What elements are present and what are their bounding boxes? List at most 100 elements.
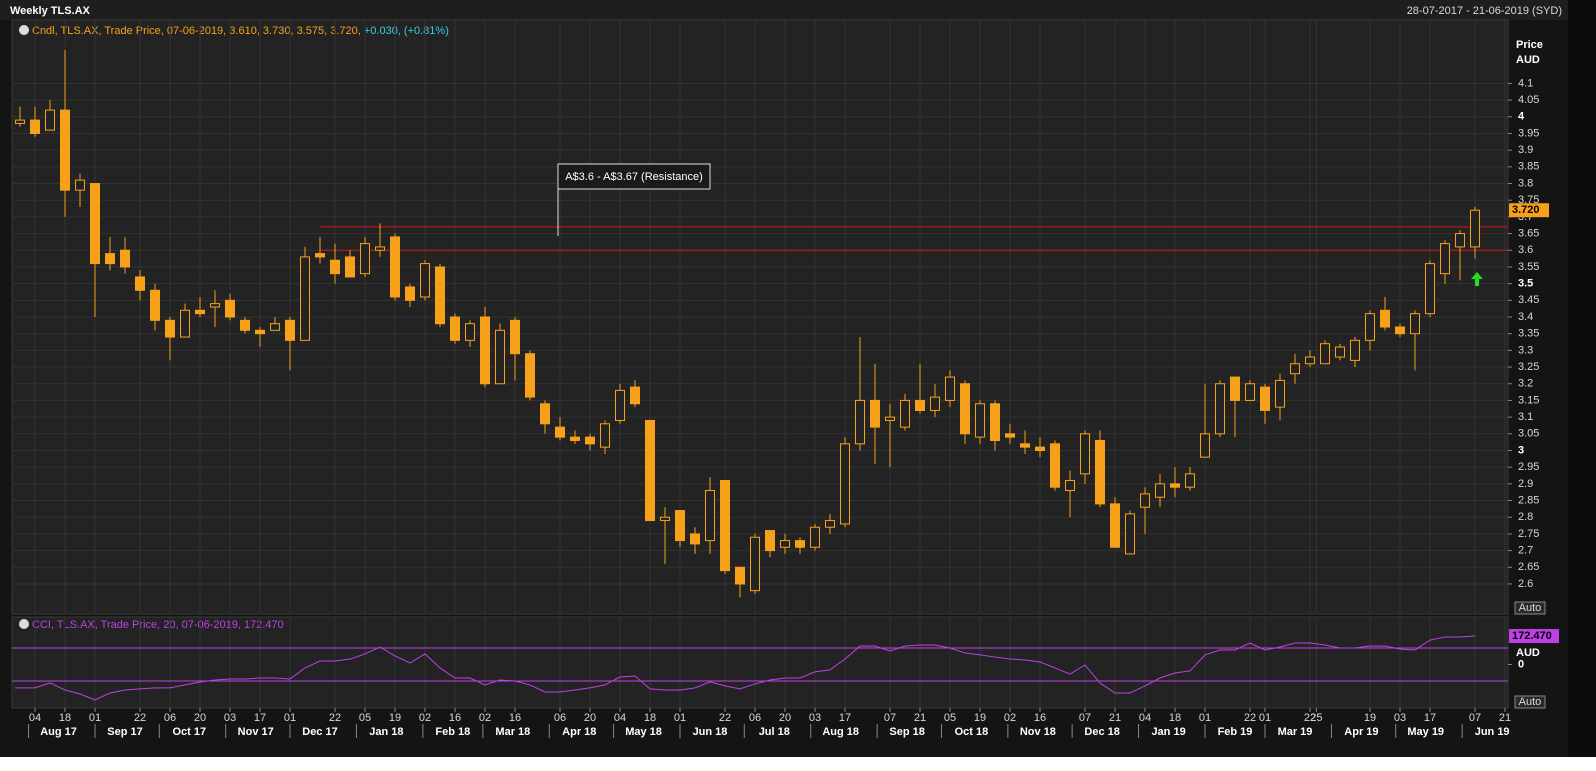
candle-body bbox=[630, 386, 640, 405]
x-tick-label: 02 bbox=[1004, 712, 1016, 724]
x-tick-label: 04 bbox=[614, 712, 626, 724]
x-tick-label: 21 bbox=[914, 712, 926, 724]
x-tick-label: 22 bbox=[134, 712, 146, 724]
y-tick-label: 3.75 bbox=[1518, 194, 1539, 206]
candle-body bbox=[525, 353, 535, 398]
candle-body bbox=[1035, 446, 1045, 451]
month-label: Feb 18 bbox=[435, 726, 470, 738]
y-tick-label: 3.15 bbox=[1518, 394, 1539, 406]
auto-label[interactable]: Auto bbox=[1519, 602, 1542, 614]
y-tick-label: 3.05 bbox=[1518, 428, 1539, 440]
last-price-box bbox=[1509, 203, 1549, 218]
candle-body bbox=[1020, 443, 1030, 448]
candle-body bbox=[825, 520, 835, 528]
x-tick-label: 07 bbox=[1469, 712, 1481, 724]
month-label: Jan 18 bbox=[369, 726, 403, 738]
month-label: Aug 17 bbox=[40, 726, 77, 738]
y-axis-label: Price bbox=[1516, 39, 1543, 51]
month-label: Sep 18 bbox=[889, 726, 924, 738]
candle-body bbox=[1305, 356, 1315, 365]
candle-body bbox=[1155, 483, 1165, 498]
side-bar bbox=[1568, 0, 1596, 757]
month-label: Sep 17 bbox=[107, 726, 142, 738]
candle-body bbox=[1320, 343, 1330, 365]
candle-body bbox=[1410, 313, 1420, 335]
x-tick-label: 05 bbox=[944, 712, 956, 724]
y-tick-label: 2.85 bbox=[1518, 494, 1539, 506]
candle-body bbox=[480, 316, 490, 385]
legend-icon[interactable] bbox=[19, 619, 29, 629]
x-tick-label: 07 bbox=[1079, 712, 1091, 724]
y-tick-label: 4.1 bbox=[1518, 77, 1533, 89]
month-label: Oct 17 bbox=[172, 726, 206, 738]
x-tick-label: 22 bbox=[719, 712, 731, 724]
month-label: Jan 19 bbox=[1151, 726, 1185, 738]
candle-body bbox=[345, 256, 355, 278]
y-tick-label: 3.95 bbox=[1518, 127, 1539, 139]
candle-body bbox=[1440, 243, 1450, 275]
candle-body bbox=[60, 109, 70, 191]
candle-body bbox=[1455, 233, 1465, 248]
last-value-label: 172.470 bbox=[1512, 630, 1552, 642]
candle-body bbox=[1275, 379, 1285, 408]
candle-body bbox=[15, 119, 25, 124]
x-tick-label: 01 bbox=[89, 712, 101, 724]
legend-icon[interactable] bbox=[19, 25, 29, 35]
candle-body bbox=[1185, 473, 1195, 488]
y-axis-unit: AUD bbox=[1516, 54, 1540, 66]
x-tick-label: 19 bbox=[389, 712, 401, 724]
candle-body bbox=[1335, 346, 1345, 358]
month-label: Apr 18 bbox=[562, 726, 596, 738]
candle-body bbox=[675, 510, 685, 542]
x-tick-label: 01 bbox=[674, 712, 686, 724]
month-label: Aug 18 bbox=[822, 726, 859, 738]
candle-body bbox=[150, 289, 160, 321]
x-tick-label: 01 bbox=[1259, 712, 1271, 724]
candle-body bbox=[450, 316, 460, 341]
candle-body bbox=[1215, 383, 1225, 435]
y-tick-label: 3.6 bbox=[1518, 244, 1533, 256]
candle-body bbox=[1200, 433, 1210, 458]
y-tick-label: 3.45 bbox=[1518, 294, 1539, 306]
candle-body bbox=[1290, 363, 1300, 375]
candle-body bbox=[120, 249, 130, 268]
y-tick-label: 3.55 bbox=[1518, 261, 1539, 273]
x-tick-label: 19 bbox=[974, 712, 986, 724]
candle-body bbox=[360, 243, 370, 275]
auto-label[interactable]: Auto bbox=[1519, 696, 1542, 708]
candle-body bbox=[330, 259, 340, 275]
x-tick-label: 21 bbox=[1109, 712, 1121, 724]
y-tick-label: 2.7 bbox=[1518, 545, 1533, 557]
y-tick-label: 0 bbox=[1518, 658, 1524, 670]
y-tick-label: 3.9 bbox=[1518, 144, 1533, 156]
candle-body bbox=[750, 536, 760, 592]
candle-body bbox=[225, 299, 235, 318]
candle-body bbox=[795, 540, 805, 548]
candle-body bbox=[180, 309, 190, 338]
candle-body bbox=[465, 323, 475, 341]
candle-body bbox=[1065, 480, 1075, 492]
price-legend: Cndl, TLS.AX, Trade Price, 07-06-2019, 3… bbox=[32, 25, 449, 37]
callout-box bbox=[557, 163, 711, 190]
candle-body bbox=[960, 383, 970, 435]
x-tick-label: 20 bbox=[779, 712, 791, 724]
auto-button[interactable] bbox=[1514, 601, 1546, 615]
candle-body bbox=[135, 276, 145, 291]
last-price-label: 3.720 bbox=[1512, 204, 1540, 216]
x-tick-label: 18 bbox=[1169, 712, 1181, 724]
candle-body bbox=[990, 403, 1000, 441]
x-tick-label: 16 bbox=[449, 712, 461, 724]
candle-body bbox=[195, 309, 205, 315]
window-title: Weekly TLS.AX bbox=[10, 5, 91, 17]
candle-body bbox=[555, 426, 565, 438]
auto-button[interactable] bbox=[1514, 695, 1546, 709]
x-tick-label: 01 bbox=[284, 712, 296, 724]
candle-body bbox=[705, 490, 715, 542]
candle-body bbox=[435, 266, 445, 325]
month-label: Jul 18 bbox=[759, 726, 790, 738]
x-tick-label: 18 bbox=[644, 712, 656, 724]
cci-legend: CCI, TLS.AX, Trade Price, 20, 07-06-2019… bbox=[32, 619, 284, 631]
candle-body bbox=[1050, 443, 1060, 488]
candle-body bbox=[885, 416, 895, 421]
